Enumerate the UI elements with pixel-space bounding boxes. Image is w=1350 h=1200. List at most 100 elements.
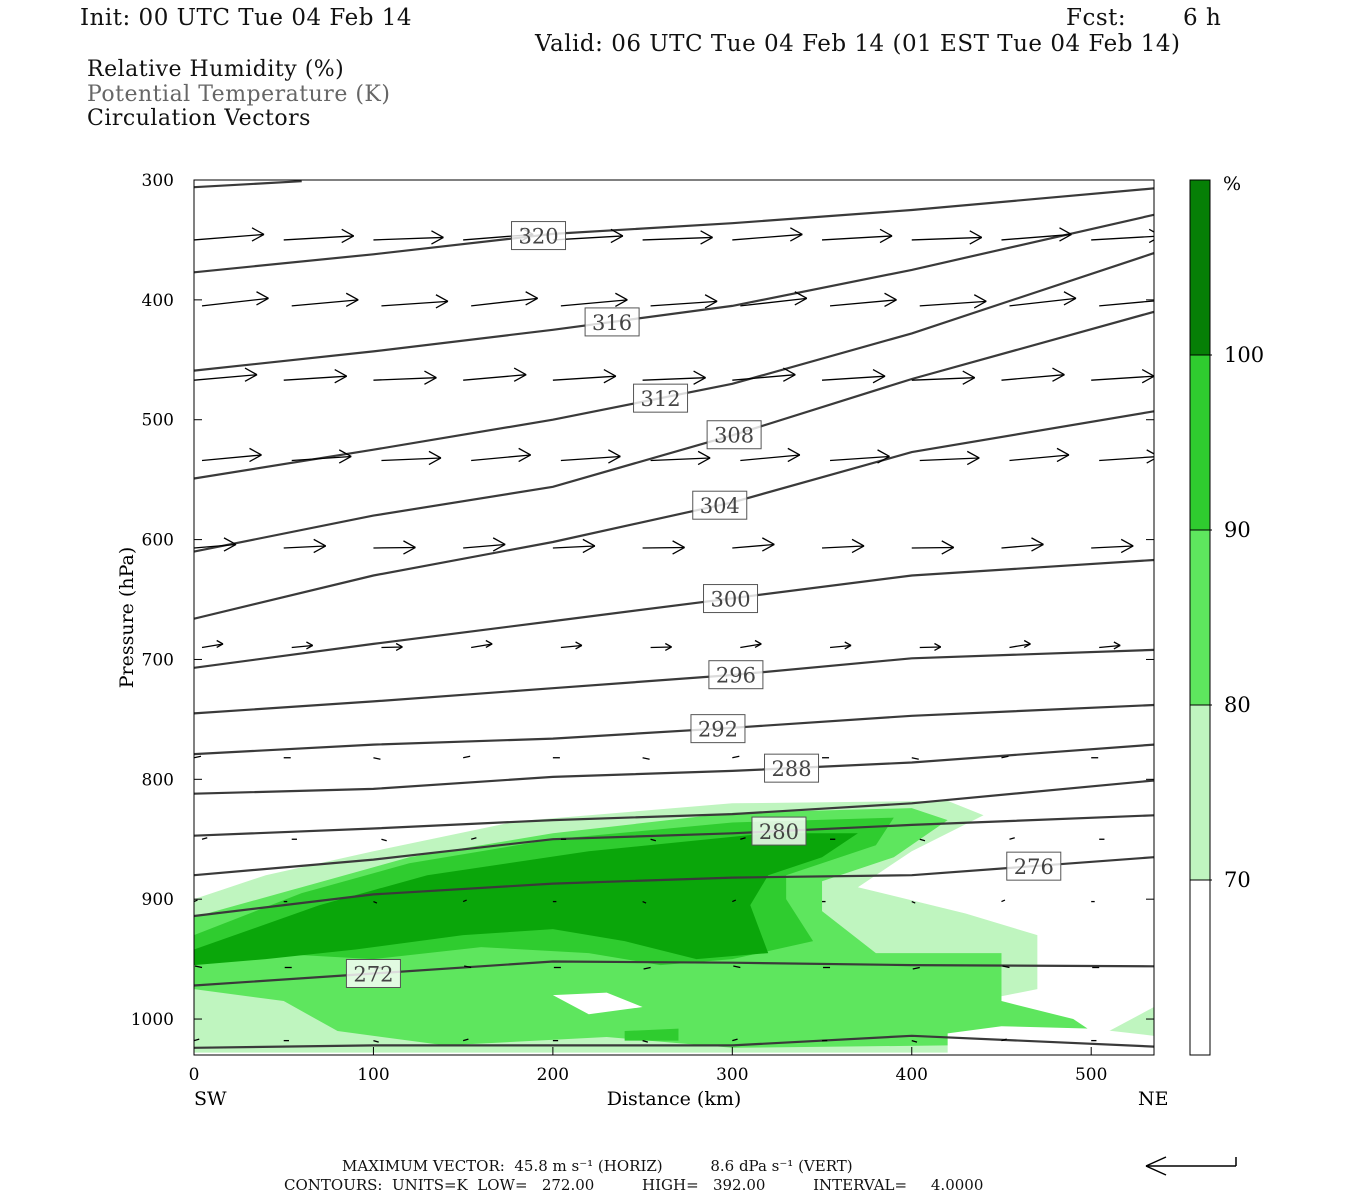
theta-label-box: [511, 221, 567, 251]
theta-contour-292: [194, 703, 1154, 756]
wind-vector-head: [395, 646, 403, 652]
theta-label: 280: [759, 820, 799, 844]
wind-vector-head: [1153, 292, 1154, 295]
wind-vector-shaft: [740, 643, 762, 649]
wind-vector-head: [334, 369, 348, 377]
y-tick-label: 700: [142, 650, 174, 670]
wind-vector-shaft: [463, 755, 471, 759]
wind-vector-head: [844, 644, 852, 650]
wind-vector: [1009, 447, 1070, 463]
wind-vector-head: [249, 447, 262, 456]
wind-vector-head: [1052, 367, 1065, 376]
wind-vector: [642, 230, 713, 245]
wind-vector-shaft: [194, 233, 265, 241]
wind-vector: [463, 367, 527, 382]
theta-label-box: [584, 307, 640, 337]
rh-gap-right: [947, 1026, 1154, 1055]
rh-spot: [624, 1028, 679, 1041]
wind-vector-shaft: [462, 1038, 469, 1042]
wind-vector-shaft: [283, 375, 347, 381]
wind-vector-head: [877, 455, 890, 464]
wind-vector-head: [879, 228, 893, 237]
wind-vector-head: [664, 646, 672, 652]
wind-vector-head: [969, 236, 983, 245]
wind-vector-shaft: [194, 374, 258, 381]
wind-vector-shaft: [463, 374, 527, 381]
wind-vector-head: [754, 643, 762, 649]
wind-vector: [1001, 899, 1006, 903]
wind-vector-shaft: [732, 899, 737, 903]
wind-vector-shaft: [732, 233, 803, 241]
wind-vector: [919, 838, 926, 842]
wind-vector-head: [525, 291, 538, 299]
wind-vector-head: [879, 235, 893, 244]
wind-vector-shaft: [201, 837, 208, 840]
colorbar-segment: [1190, 180, 1210, 355]
wind-vector-shaft: [1009, 837, 1015, 840]
wind-vector-head: [941, 546, 955, 555]
axes-layer: 300 400 500 600 700 800 900 1000 0 100 200 300 400 50…: [116, 171, 1169, 1110]
wind-vector-head: [518, 447, 531, 456]
wind-vector-head: [1059, 233, 1072, 242]
theta-label: 292: [698, 718, 738, 742]
wind-vector-head: [762, 537, 775, 546]
wind-vector-head: [341, 235, 355, 244]
wind-vector-head: [582, 545, 596, 554]
wind-vector-head: [973, 300, 987, 309]
wind-vector-head: [403, 540, 416, 549]
wind-vector-shaft: [911, 546, 954, 549]
wind-vector-shaft: [464, 965, 472, 969]
wind-vector-head: [244, 374, 258, 382]
wind-vector-head: [664, 642, 672, 648]
wind-vector-head: [844, 641, 852, 647]
wind-vector-head: [1141, 375, 1154, 384]
wind-vector-head: [934, 646, 942, 652]
wind-vector-head: [610, 228, 624, 237]
wind-vector: [650, 294, 718, 309]
wind-vector-shaft: [732, 755, 740, 759]
wind-vector: [462, 1038, 469, 1042]
left-end-label: SW: [194, 1088, 227, 1110]
wind-vector: [919, 294, 987, 309]
wind-vector-head: [610, 235, 624, 244]
wind-vector: [471, 447, 531, 463]
theta-contour-320.5: [194, 180, 302, 189]
wind-vector-shaft: [821, 375, 886, 381]
wind-vector: [732, 367, 796, 382]
wind-vector-head: [1023, 639, 1031, 645]
wind-vector-head: [700, 230, 713, 239]
wind-vector-head: [1113, 641, 1121, 647]
wind-vector-head: [697, 450, 711, 459]
wind-vector-shaft: [829, 455, 890, 462]
wind-vector-shaft: [919, 457, 980, 462]
colorbar-level-label: 100: [1224, 343, 1264, 367]
theta-label-box: [692, 490, 748, 520]
wind-vector: [373, 540, 416, 555]
wind-vector: [283, 538, 327, 554]
wind-vector-head: [334, 375, 348, 384]
wind-vector-head: [306, 641, 314, 647]
wind-vector-head: [513, 374, 527, 382]
theta-label: 308: [714, 424, 754, 448]
wind-vector-shaft: [291, 299, 359, 307]
wind-vector: [1001, 367, 1065, 382]
wind-vector-head: [1059, 227, 1072, 236]
wind-vector-shaft: [1009, 297, 1077, 307]
wind-vector-head: [216, 639, 224, 645]
wind-vector-shaft: [643, 966, 651, 970]
theta-label: 300: [710, 588, 750, 612]
wind-vector-head: [492, 537, 506, 546]
right-end-label: NE: [1138, 1088, 1169, 1110]
x-tick-label: 0: [189, 1065, 200, 1085]
y-tick-label: 400: [142, 291, 174, 311]
wind-vector-head: [790, 233, 803, 242]
colorbar-segment: [1190, 355, 1210, 530]
wind-vector: [1091, 228, 1154, 244]
wind-vector: [740, 291, 808, 307]
wind-vector-shaft: [642, 757, 650, 760]
wind-vector-shaft: [1091, 375, 1154, 381]
theta-label-box: [751, 816, 807, 846]
wind-vector-shaft: [642, 1039, 649, 1043]
rh-shading-layer: [194, 800, 1154, 1055]
wind-vector-shaft: [1002, 965, 1010, 969]
